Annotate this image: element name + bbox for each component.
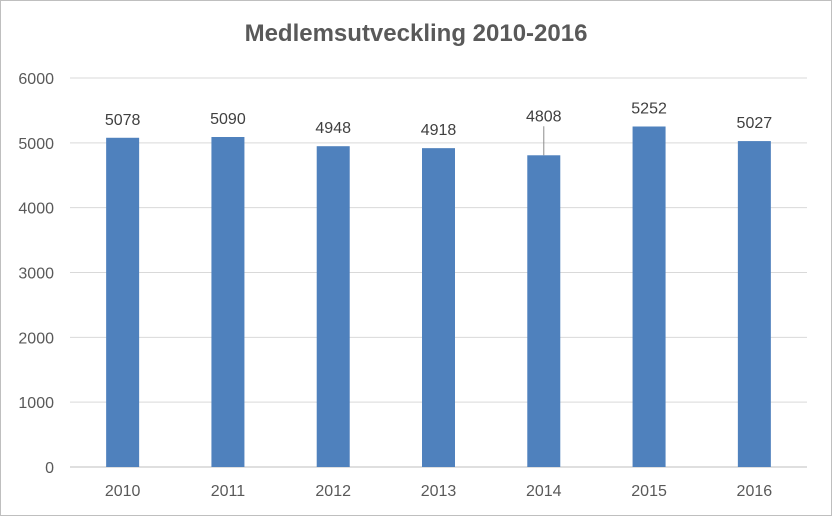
x-tick-label: 2011 [211,483,246,500]
y-tick-label: 4000 [18,201,54,218]
y-tick-label: 0 [45,460,54,477]
x-tick-label: 2016 [737,483,773,500]
x-tick-label: 2010 [105,483,141,500]
x-tick-label: 2012 [315,483,351,500]
data-label: 4948 [315,120,351,137]
y-tick-label: 2000 [18,330,54,347]
bar [316,146,350,468]
x-tick-label: 2013 [421,483,457,500]
y-tick-label: 5000 [18,136,54,153]
bar [527,155,561,468]
bar [211,136,245,467]
data-label: 5090 [210,111,246,128]
bar [422,148,455,468]
y-tick-label: 6000 [18,71,54,88]
data-label: 4918 [421,122,457,139]
chart-title: Medlemsutveckling 2010-2016 [244,20,588,47]
x-tick-label: 2015 [631,483,667,500]
x-tick-label: 2014 [526,483,562,500]
data-label: 4808 [526,108,562,125]
data-label: 5027 [737,115,773,132]
bar [106,137,140,467]
data-label: 5078 [105,112,141,129]
y-tick-label: 1000 [18,395,54,412]
y-tick-label: 3000 [18,266,54,283]
bar [632,126,666,467]
data-label: 5252 [631,100,667,117]
bar [737,141,771,468]
